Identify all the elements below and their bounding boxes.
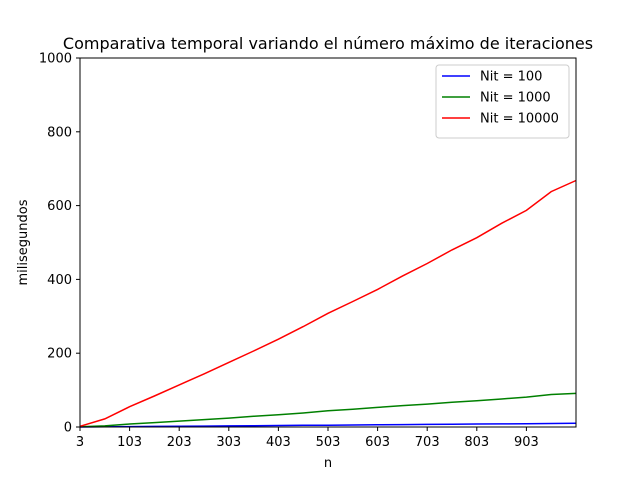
y-tick-label: 200 — [47, 347, 72, 362]
chart-title: Comparativa temporal variando el número … — [63, 34, 593, 53]
x-tick-label: 303 — [216, 435, 241, 450]
x-tick-label: 503 — [316, 435, 341, 450]
y-tick-label: 800 — [47, 125, 72, 140]
legend: Nit = 100 Nit = 1000 Nit = 10000 — [435, 64, 570, 139]
x-tick-label: 903 — [514, 435, 539, 450]
x-axis: 3 103 203 303 403 503 603 703 803 903 — [76, 427, 539, 450]
x-tick-label: 203 — [167, 435, 192, 450]
x-tick-label: 403 — [266, 435, 291, 450]
y-tick-label: 600 — [47, 199, 72, 214]
series-line-2 — [79, 392, 577, 428]
legend-label: Nit = 100 — [480, 70, 542, 85]
x-tick-label: 803 — [464, 435, 489, 450]
x-axis-label: n — [324, 456, 332, 471]
x-tick-label: 603 — [365, 435, 390, 450]
legend-label: Nit = 10000 — [480, 112, 559, 127]
x-tick-label: 3 — [76, 435, 84, 450]
legend-label: Nit = 1000 — [480, 91, 551, 106]
series-line-3 — [79, 179, 577, 428]
y-tick-label: 1000 — [39, 52, 72, 67]
x-tick-label: 103 — [117, 435, 142, 450]
plot-series — [79, 179, 577, 428]
legend-box — [435, 64, 570, 139]
y-axis: 0 200 400 600 800 1000 — [39, 52, 80, 436]
y-tick-label: 400 — [47, 273, 72, 288]
x-tick-label: 703 — [415, 435, 440, 450]
y-axis-label: milisegundos — [16, 199, 31, 285]
series-line-1 — [79, 422, 577, 428]
y-tick-label: 0 — [64, 421, 72, 436]
